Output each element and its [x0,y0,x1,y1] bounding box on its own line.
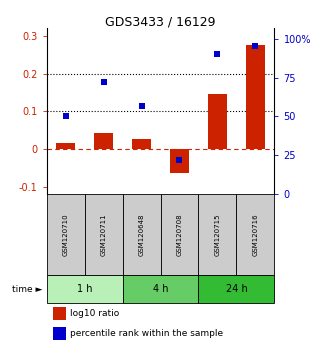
Text: GSM120710: GSM120710 [63,213,69,256]
Text: GSM120711: GSM120711 [100,213,107,256]
Point [253,44,258,49]
Bar [53,307,66,320]
Bar [246,45,265,149]
Bar [84,194,123,275]
Text: time ►: time ► [12,285,42,293]
Text: 4 h: 4 h [153,284,168,294]
Text: GSM120716: GSM120716 [252,213,258,256]
Text: log10 ratio: log10 ratio [71,309,120,318]
Point [215,51,220,57]
Bar [208,94,227,149]
Text: 1 h: 1 h [77,284,92,294]
Bar [198,194,237,275]
Bar [53,327,66,340]
Text: percentile rank within the sample: percentile rank within the sample [71,329,224,338]
Text: GSM120708: GSM120708 [177,213,183,256]
Text: GDS3433 / 16129: GDS3433 / 16129 [105,16,216,29]
Bar [123,194,160,275]
Bar [132,139,151,149]
Bar [47,194,84,275]
Text: GSM120648: GSM120648 [138,213,144,256]
Text: GSM120715: GSM120715 [214,213,221,256]
Bar [56,143,75,149]
Point [101,79,106,85]
Point [139,103,144,108]
Point [177,157,182,163]
Bar [170,149,189,173]
Bar [198,275,274,303]
Bar [123,275,198,303]
Bar [94,133,113,149]
Point [63,114,68,119]
Bar [47,275,123,303]
Bar [160,194,198,275]
Bar [237,194,274,275]
Text: 24 h: 24 h [226,284,247,294]
